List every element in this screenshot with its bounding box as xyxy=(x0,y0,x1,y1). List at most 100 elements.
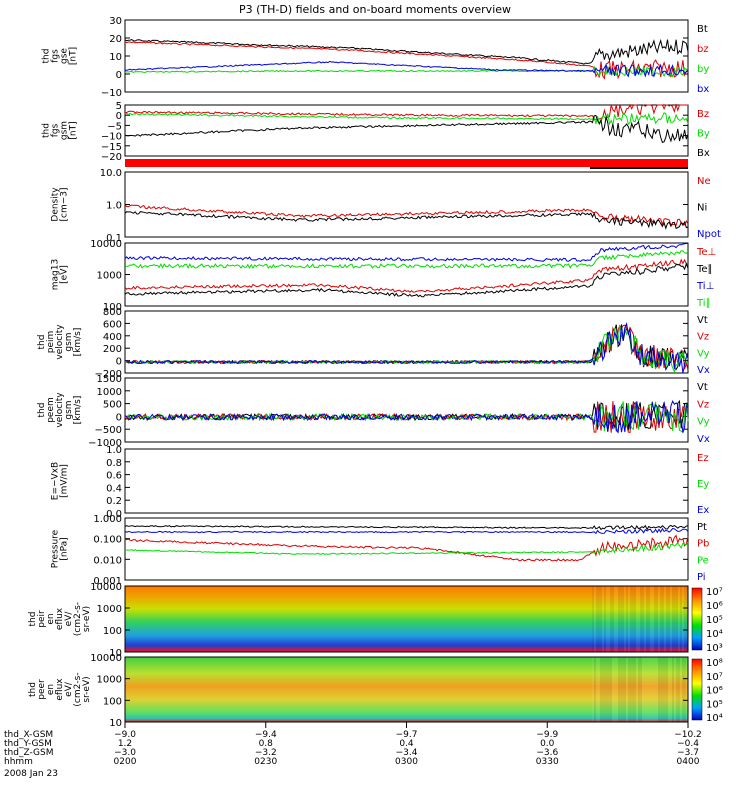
y-axis-label: peer xyxy=(37,679,47,700)
x-axis-value: 0200 xyxy=(114,757,137,767)
legend-Ni: Ni xyxy=(697,203,707,214)
panel-frame xyxy=(124,517,689,581)
legend-Pb: Pb xyxy=(697,539,709,550)
legend-Bz: Bz xyxy=(697,109,709,120)
bz-gsm-trace xyxy=(125,103,688,121)
y-axis-label: [nPa] xyxy=(60,537,70,560)
panel-pressure xyxy=(124,517,689,581)
y-axis-label: gse xyxy=(60,48,70,64)
y-tick-label: 1000 xyxy=(97,675,122,686)
colorbar-label: 10⁵ xyxy=(706,615,723,626)
y-axis-label: velocity xyxy=(55,392,65,428)
x-axis-value: 0.8 xyxy=(259,739,274,749)
y-tick-label: 10000 xyxy=(90,239,122,250)
x-axis-value: 0300 xyxy=(395,757,418,767)
colorbar-label: 10⁸ xyxy=(706,658,723,669)
y-tick-label: 1.0 xyxy=(106,201,122,212)
y-axis-label: sr-eV) xyxy=(82,676,92,702)
y-tick-label: 1500 xyxy=(97,374,122,385)
x-axis-row-label: hhmm xyxy=(4,757,33,767)
y-tick-label: −1000 xyxy=(88,438,122,449)
x-axis-value: −9.4 xyxy=(255,730,277,740)
y-tick-label: 0.6 xyxy=(106,471,122,482)
y-axis-label: [eV] xyxy=(60,265,70,284)
y-tick-label: 30 xyxy=(109,16,122,27)
panel-frame xyxy=(124,310,689,374)
x-axis-value: −9.9 xyxy=(536,730,558,740)
panel-fgs-gsm xyxy=(124,104,689,157)
pi-trace xyxy=(124,527,689,535)
y-tick-label: −20 xyxy=(101,152,122,163)
legend-Vx: Vx xyxy=(697,365,710,376)
legend-Vz: Vz xyxy=(697,399,709,410)
legend-by: by xyxy=(697,64,709,75)
y-axis-label: gsm xyxy=(60,121,70,140)
y-tick-label: 10.0 xyxy=(100,168,122,179)
y-axis-label: thd xyxy=(42,49,52,64)
y-tick-label: 1000 xyxy=(97,604,122,615)
x-axis-value: −10.2 xyxy=(674,730,702,740)
peem-blue-trace xyxy=(124,400,689,434)
x-axis-value: 0.4 xyxy=(399,739,414,749)
figure-title: P3 (TH-D) fields and on-board moments ov… xyxy=(239,3,511,16)
x-axis-value: −9.0 xyxy=(114,730,136,740)
y-axis-label: peir xyxy=(37,610,47,628)
y-axis-label: gsm xyxy=(64,400,74,419)
x-axis-value: −9.7 xyxy=(396,730,418,740)
x-axis-row-label: thd_Z-GSM xyxy=(4,748,53,758)
y-tick-label: 200 xyxy=(103,344,122,355)
ni-trace xyxy=(124,211,689,230)
x-axis-row-label: thd_Y-GSM xyxy=(4,739,52,749)
colorbar-label: 10⁵ xyxy=(706,699,723,710)
legend-Ne: Ne xyxy=(697,176,711,187)
x-axis-value: −0.4 xyxy=(677,739,699,749)
legend-Vx: Vx xyxy=(697,434,710,445)
panel-fgs-gse xyxy=(124,19,689,93)
y-tick-label: 5 xyxy=(116,101,122,112)
y-axis-label: eV/ xyxy=(64,611,74,627)
colorbar-label: 10⁶ xyxy=(706,601,723,612)
panel-frame xyxy=(124,585,689,653)
legend-Ti⊥: Ti⊥ xyxy=(696,281,714,292)
panel-peim-vel xyxy=(124,310,689,374)
colorbar-label: 10⁴ xyxy=(706,713,723,724)
colorbar-label: 10⁶ xyxy=(706,686,723,697)
bt-trace xyxy=(124,38,689,65)
y-axis-label: fgs xyxy=(51,123,61,137)
panel-peir-spec xyxy=(124,585,703,653)
y-tick-label: 100 xyxy=(103,696,122,707)
te-perp-trace xyxy=(124,258,689,293)
y-axis-label: eflux xyxy=(55,678,65,701)
y-tick-label: −15 xyxy=(101,142,122,153)
y-axis-label: (cm2-s- xyxy=(73,672,83,706)
y-tick-label: −500 xyxy=(95,425,122,436)
legend-Ex: Ex xyxy=(697,505,709,516)
panel-frame xyxy=(124,171,689,238)
te-par-trace xyxy=(124,262,689,298)
y-tick-label: 0.4 xyxy=(106,483,122,494)
y-axis-label: en xyxy=(46,613,56,624)
legend-Pi: Pi xyxy=(697,572,706,583)
x-axis-value: −3.7 xyxy=(677,748,699,758)
y-axis-label: [km/s] xyxy=(73,396,83,425)
y-tick-label: 0.1 xyxy=(106,233,122,244)
legend-Bt: Bt xyxy=(697,24,708,35)
y-axis-label: E=−VxB xyxy=(51,462,61,500)
legend-Pe: Pe xyxy=(697,555,709,566)
y-tick-label: 1.000 xyxy=(93,514,122,525)
ne-trace xyxy=(124,204,689,227)
y-axis-label: eflux xyxy=(55,607,65,630)
y-tick-label: 0.100 xyxy=(93,535,122,546)
y-axis-label: Density xyxy=(51,187,61,222)
y-tick-label: 600 xyxy=(103,319,122,330)
peim-red-trace xyxy=(124,324,689,371)
y-tick-label: 0 xyxy=(116,111,122,122)
y-tick-label: 1.0 xyxy=(106,445,122,456)
y-axis-label: eV/ xyxy=(64,681,74,697)
y-axis-label: thd xyxy=(28,682,38,697)
y-tick-label: 0 xyxy=(116,412,122,423)
ti-perp-trace xyxy=(124,242,689,262)
colorbar-peer-spec xyxy=(691,658,703,721)
y-axis-label: thd xyxy=(37,403,47,418)
y-tick-label: 10 xyxy=(109,648,122,659)
